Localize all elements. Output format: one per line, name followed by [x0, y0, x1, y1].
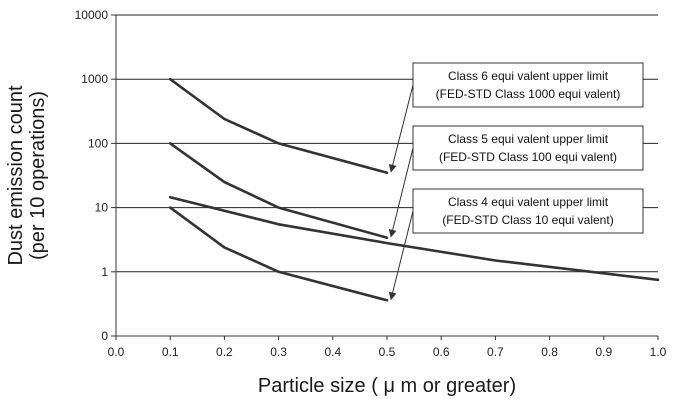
y-tick-label: 10 — [95, 201, 109, 215]
x-tick-label: 0.7 — [487, 345, 504, 359]
y-axis-title-line1: Dust emission count — [5, 85, 27, 266]
series-line-1 — [168, 77, 389, 174]
x-tick-label: 0.2 — [216, 345, 233, 359]
annotation-box — [412, 188, 644, 234]
y-tick-label: 100 — [88, 136, 108, 150]
y-tick-label: 10000 — [75, 8, 109, 22]
series-line-3 — [168, 206, 389, 302]
annotation-line1: Class 4 equi valent upper limit — [448, 195, 609, 209]
annotation-line1: Class 6 equi valent upper limit — [448, 69, 609, 83]
annotation-arrow — [388, 210, 414, 301]
annotation-line2: (FED-STD Class 1000 equi valent) — [436, 87, 621, 101]
x-tick-label: 0.0 — [108, 345, 125, 359]
x-tick-label: 0.6 — [433, 345, 450, 359]
x-tick-label: 0.8 — [541, 345, 558, 359]
annotation-1: Class 6 equi valent upper limit (FED-STD … — [388, 62, 644, 173]
x-tick-label: 0.3 — [270, 345, 287, 359]
annotation-box — [412, 125, 644, 171]
x-tick-label: 0.1 — [162, 345, 179, 359]
y-axis-title-line2: (per 10 operations) — [27, 91, 49, 260]
x-tick-label: 0.9 — [595, 345, 612, 359]
annotation-line1: Class 5 equi valent upper limit — [448, 132, 609, 146]
x-tick-label: 1.0 — [650, 345, 667, 359]
annotations: Class 6 equi valent upper limit (FED-STD … — [388, 62, 644, 301]
y-tick-label: 1000 — [81, 72, 108, 86]
annotation-arrow — [388, 147, 414, 238]
x-tick-label: 0.5 — [379, 345, 396, 359]
annotation-line2: (FED-STD Class 100 equi valent) — [439, 150, 617, 164]
annotation-2: Class 5 equi valent upper limit (FED-STD … — [388, 125, 644, 238]
annotation-box — [412, 62, 644, 108]
y-tick-label: 1 — [101, 265, 108, 279]
axes: 0 1 10 100 1000 10000 0.0 0.1 0.2 0.3 0.4 0.5 0.6 0.7… — [75, 8, 667, 359]
y-tick-label: 0 — [101, 329, 108, 343]
annotation-arrow — [388, 84, 414, 173]
annotation-line2: (FED-STD Class 10 equi valent) — [442, 213, 613, 227]
series-lines — [168, 77, 660, 302]
series-line-4 — [168, 195, 660, 282]
annotation-3: Class 4 equi valent upper limit (FED-STD … — [388, 188, 644, 301]
x-tick-label: 0.4 — [324, 345, 341, 359]
series-line-2 — [168, 142, 389, 239]
x-axis-title: Particle size ( μ m or greater) — [258, 375, 516, 397]
